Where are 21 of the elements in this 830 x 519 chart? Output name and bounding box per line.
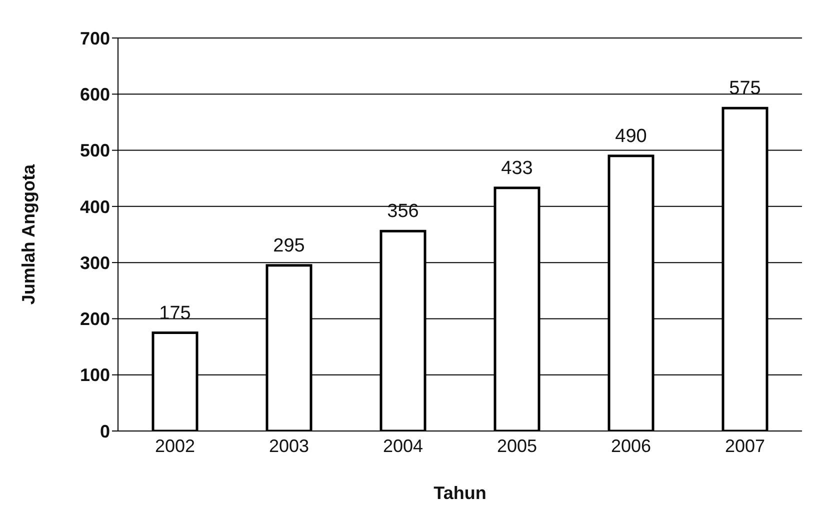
data-label: 175 bbox=[159, 302, 191, 324]
x-tick-label: 2006 bbox=[610, 436, 652, 456]
y-axis-title: Jumlah Anggota bbox=[18, 163, 38, 305]
data-label: 433 bbox=[501, 158, 533, 179]
y-tick-label: 700 bbox=[80, 28, 110, 48]
x-tick-label: 2002 bbox=[154, 436, 196, 456]
x-tick-label: 2007 bbox=[724, 436, 766, 456]
data-label: 356 bbox=[387, 201, 419, 222]
x-tick-label: 2005 bbox=[496, 436, 538, 456]
x-tick-label: 2004 bbox=[382, 436, 424, 456]
y-tick-label: 100 bbox=[80, 365, 110, 386]
y-tick-label: 400 bbox=[80, 196, 110, 217]
y-tick-label: 300 bbox=[80, 252, 110, 273]
y-tick-label: 200 bbox=[80, 309, 110, 330]
y-tick-label: 600 bbox=[80, 84, 110, 105]
data-label: 295 bbox=[273, 235, 305, 256]
x-axis-title: Tahun bbox=[434, 483, 486, 503]
y-tick-label: 500 bbox=[80, 140, 110, 161]
y-tick-label: 0 bbox=[100, 421, 110, 442]
x-tick-label: 2003 bbox=[268, 436, 310, 456]
data-label: 490 bbox=[615, 126, 647, 147]
